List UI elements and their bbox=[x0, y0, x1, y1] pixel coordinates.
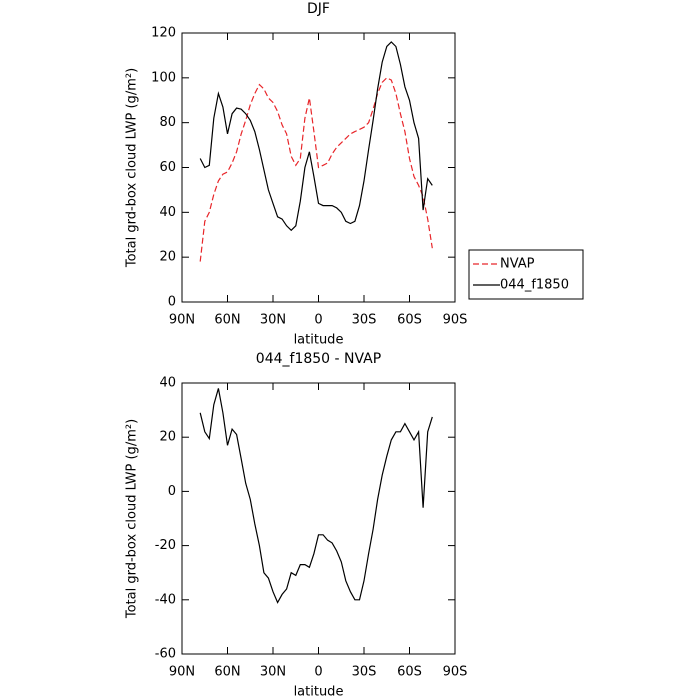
x-tick-label: 60N bbox=[214, 313, 240, 328]
y-tick-label: 0 bbox=[168, 484, 176, 499]
x-tick-label: 90N bbox=[169, 665, 195, 680]
legend-label: NVAP bbox=[500, 257, 535, 272]
x-tick-label: 90S bbox=[443, 313, 468, 328]
y-tick-label: 0 bbox=[168, 295, 176, 310]
x-tick-label: 60S bbox=[397, 313, 422, 328]
y-tick-label: 120 bbox=[151, 26, 176, 41]
data-line bbox=[199, 77, 433, 262]
x-tick-label: 30N bbox=[260, 313, 286, 328]
plot-frame bbox=[181, 382, 456, 655]
data-line bbox=[199, 41, 433, 232]
x-tick-label: 90S bbox=[443, 665, 468, 680]
x-tick-label: 60N bbox=[214, 665, 240, 680]
x-tick-label: 0 bbox=[314, 313, 322, 328]
y-axis-label: Total grd-box cloud LWP (g/m²) bbox=[125, 419, 140, 619]
y-tick-label: 40 bbox=[159, 376, 176, 391]
y-tick-label: 80 bbox=[159, 115, 176, 130]
x-axis-label: latitude bbox=[294, 333, 344, 348]
legend-box bbox=[468, 249, 584, 300]
x-tick-label: 30S bbox=[352, 665, 377, 680]
y-tick-label: -20 bbox=[155, 538, 176, 553]
x-tick-label: 60S bbox=[397, 665, 422, 680]
y-tick-label: -40 bbox=[155, 592, 176, 607]
y-axis-label: Total grd-box cloud LWP (g/m²) bbox=[125, 68, 140, 268]
y-tick-label: 20 bbox=[159, 430, 176, 445]
y-tick-label: 100 bbox=[151, 70, 176, 85]
chart-title: DJF bbox=[307, 1, 330, 17]
legend-label: 044_f1850 bbox=[500, 278, 569, 293]
x-tick-label: 30S bbox=[352, 313, 377, 328]
y-tick-label: -60 bbox=[155, 647, 176, 662]
chart-title: 044_f1850 - NVAP bbox=[256, 351, 381, 367]
y-tick-label: 60 bbox=[159, 160, 176, 175]
y-tick-label: 40 bbox=[159, 205, 176, 220]
x-tick-label: 0 bbox=[314, 665, 322, 680]
x-tick-label: 90N bbox=[169, 313, 195, 328]
y-tick-label: 20 bbox=[159, 250, 176, 265]
x-axis-label: latitude bbox=[294, 685, 344, 700]
data-line bbox=[199, 388, 433, 604]
x-tick-label: 30N bbox=[260, 665, 286, 680]
